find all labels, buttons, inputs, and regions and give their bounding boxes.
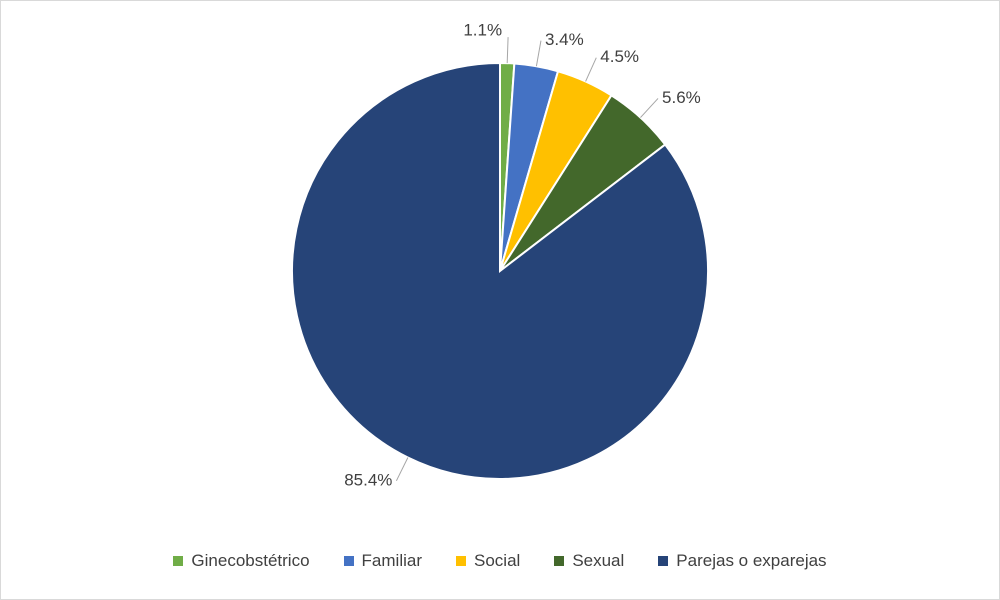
data-label: 5.6% [662,88,701,107]
legend: Ginecobstétrico Familiar Social Sexual Parej… [1,551,999,571]
legend-swatch [658,556,669,566]
legend-item: Sexual [554,551,624,571]
legend-swatch [343,556,354,566]
legend-item: Social [456,551,520,571]
leader-line [585,57,597,82]
legend-swatch [456,556,466,566]
leader-line [506,37,509,64]
pie-slice [291,61,709,480]
leader-line [395,457,409,482]
legend-label: Ginecobstétrico [191,551,310,570]
legend-item: Ginecobstétrico [173,551,310,571]
legend-label: Sexual [572,551,625,570]
data-label: 1.1% [463,21,502,40]
legend-swatch [173,556,184,566]
legend-item: Familiar [343,551,422,571]
legend-label: Social [474,551,521,570]
data-label: 4.5% [600,47,639,66]
leader-line [535,40,542,67]
data-label: 3.4% [545,30,584,49]
legend-label: Parejas o exparejas [676,551,827,570]
leader-line [640,98,659,118]
data-label: 85.4% [344,470,392,489]
legend-item: Parejas o exparejas [658,551,827,571]
legend-swatch [554,556,565,566]
legend-label: Familiar [361,551,422,570]
